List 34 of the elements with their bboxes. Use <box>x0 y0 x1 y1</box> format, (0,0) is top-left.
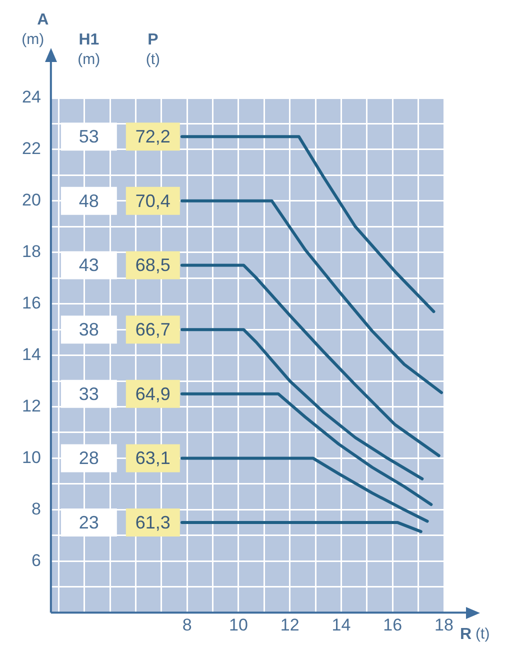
y-axis-title: A (m) <box>22 11 50 48</box>
y-tick-label: 10 <box>22 448 41 467</box>
x-tick-label: 16 <box>383 615 402 634</box>
y-tick-label: 8 <box>31 499 41 518</box>
y-tick-label: 20 <box>22 190 41 210</box>
x-tick-label: 14 <box>332 615 351 634</box>
annotation: 63,1 <box>135 448 170 468</box>
annotation: 28 <box>78 448 99 468</box>
y-tick-label: 12 <box>22 396 41 416</box>
y-tick-label: 6 <box>31 550 41 570</box>
annotation: 66,7 <box>135 320 170 340</box>
y-tick-label: 14 <box>22 344 41 364</box>
y-tick-label: 16 <box>22 294 41 313</box>
annotation: 70,4 <box>135 190 170 211</box>
annotation: 33 <box>78 384 99 404</box>
x-axis-title: R (t) <box>460 626 490 644</box>
x-tick-label: 18 <box>434 615 454 634</box>
text: H1 (m) <box>78 31 100 68</box>
x-tick-label: 8 <box>182 615 192 634</box>
annotation: 38 <box>78 320 99 340</box>
annotation: 64,9 <box>135 384 170 404</box>
y-tick-label: 18 <box>22 242 41 262</box>
text: P (t) <box>146 31 160 68</box>
annotation: 72,2 <box>135 126 170 147</box>
annotation: 68,5 <box>135 255 170 276</box>
y-tick-label: 24 <box>22 88 41 107</box>
annotation: 61,3 <box>135 512 170 533</box>
annotation: 23 <box>78 512 99 533</box>
annotation: 48 <box>78 190 99 211</box>
annotation: 53 <box>78 126 99 147</box>
x-tick-label: 10 <box>229 615 248 634</box>
y-tick-label: 22 <box>22 139 41 158</box>
x-tick-label: 12 <box>280 615 300 634</box>
annotation: 43 <box>78 255 99 276</box>
